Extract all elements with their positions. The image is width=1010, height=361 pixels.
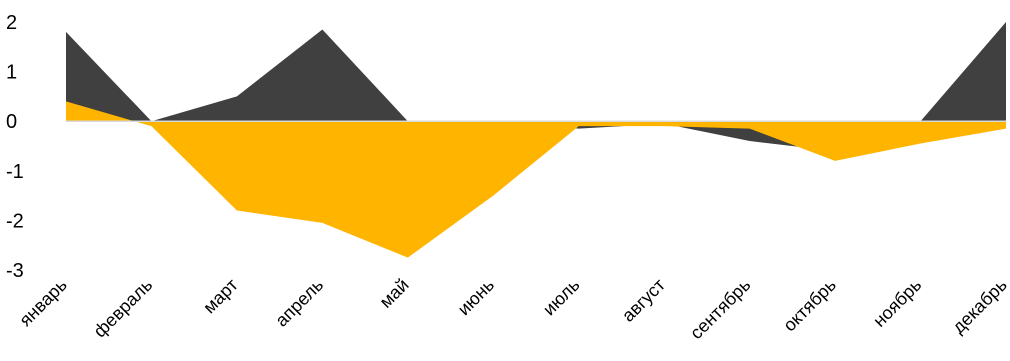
y-tick-label: -2 <box>6 210 24 232</box>
x-tick-label: октябрь <box>779 275 840 336</box>
x-tick-label: июль <box>539 275 584 320</box>
x-tick-label: май <box>376 275 413 312</box>
x-axis: январь февраль март апрель май июнь июль август… <box>15 275 1010 343</box>
y-tick-label: -1 <box>6 161 24 183</box>
series-areas <box>66 22 1006 258</box>
x-tick-label: сентябрь <box>686 275 754 343</box>
x-tick-label: август <box>618 275 669 326</box>
y-tick-label: -3 <box>6 260 24 282</box>
y-tick-label: 2 <box>6 12 17 34</box>
y-axis: 2 1 0 -1 -2 -3 <box>6 12 24 282</box>
series-area-1 <box>66 22 1006 151</box>
x-tick-label: декабрь <box>948 275 1010 338</box>
x-tick-label: июнь <box>454 275 498 319</box>
x-tick-label: январь <box>15 275 70 330</box>
x-tick-label: ноябрь <box>869 275 925 331</box>
x-tick-label: февраль <box>90 275 157 342</box>
x-tick-label: апрель <box>271 275 327 331</box>
series-area-2 <box>66 101 1006 258</box>
y-tick-label: 1 <box>6 62 17 84</box>
x-tick-label: март <box>199 275 242 318</box>
y-tick-label: 0 <box>6 111 17 133</box>
